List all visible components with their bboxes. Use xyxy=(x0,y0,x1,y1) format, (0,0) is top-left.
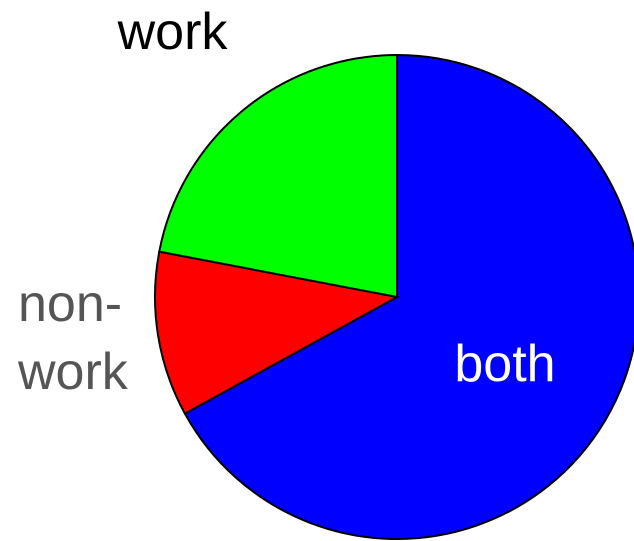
slice-label: non-work xyxy=(18,275,128,401)
pie-slice xyxy=(183,53,634,540)
pie-slice xyxy=(154,250,400,415)
slice-label: work xyxy=(117,3,228,61)
pie-slice xyxy=(158,53,398,299)
slice-label: both xyxy=(454,335,556,393)
